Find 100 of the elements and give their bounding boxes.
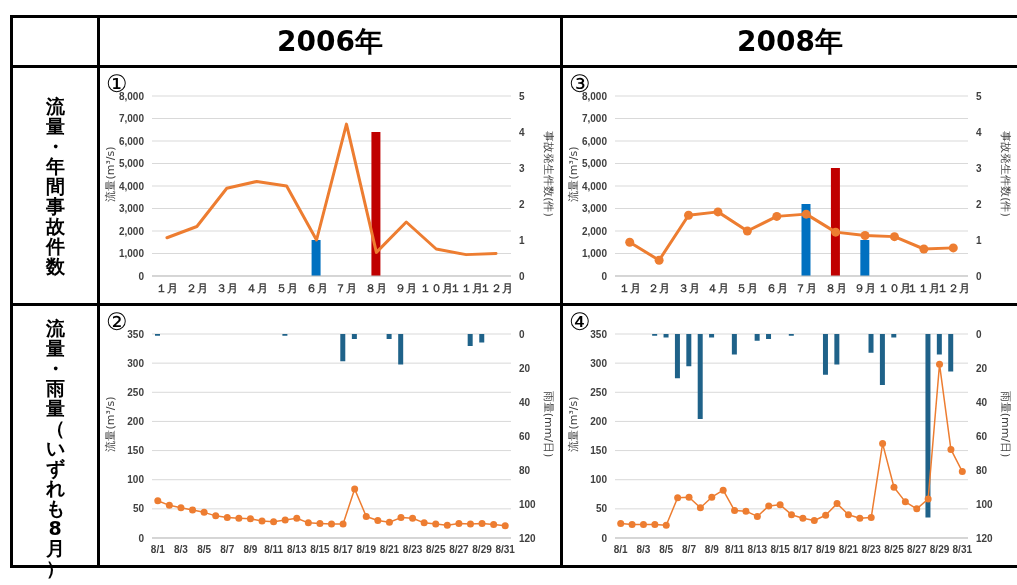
x-tick-label: 8/21 bbox=[379, 544, 400, 556]
bar bbox=[340, 334, 346, 362]
y2-tick-label: 80 bbox=[976, 464, 988, 476]
point bbox=[867, 514, 875, 522]
y2-axis-title: 雨量(mm/日) bbox=[997, 390, 1013, 458]
point bbox=[924, 495, 932, 503]
bar bbox=[467, 334, 473, 346]
x-tick-label: 8/5 bbox=[197, 544, 212, 556]
x-tick-label: ２月 bbox=[185, 281, 208, 294]
x-tick-label: ４月 bbox=[706, 281, 729, 294]
point bbox=[831, 227, 841, 237]
bar bbox=[860, 240, 870, 276]
point bbox=[776, 501, 784, 509]
y-axis-title: 流量(m³/s) bbox=[565, 146, 581, 202]
bar bbox=[879, 334, 885, 385]
point bbox=[189, 506, 197, 514]
x-tick-label: ９月 bbox=[395, 281, 418, 294]
x-tick-label: ２月 bbox=[648, 281, 671, 294]
y2-tick-label: 3 bbox=[976, 162, 982, 174]
x-tick-label: ５月 bbox=[275, 281, 298, 294]
x-tick-label: 8/29 bbox=[929, 544, 950, 556]
x-tick-label: ５月 bbox=[736, 281, 759, 294]
x-tick-label: 8/31 bbox=[952, 544, 973, 556]
x-tick-label: ４月 bbox=[245, 281, 268, 294]
bar bbox=[925, 334, 931, 518]
point bbox=[443, 521, 451, 529]
point bbox=[223, 514, 231, 522]
x-tick-label: １月 bbox=[155, 281, 178, 294]
y-tick-label: 7,000 bbox=[581, 113, 608, 125]
x-tick-label: ６月 bbox=[305, 281, 328, 294]
x-tick-label: 8/19 bbox=[356, 544, 377, 556]
point bbox=[772, 211, 782, 221]
y2-axis-title: 雨量(mm/日) bbox=[540, 390, 556, 458]
x-tick-label: 8/9 bbox=[243, 544, 258, 556]
bar bbox=[754, 334, 760, 341]
y2-tick-label: 1 bbox=[519, 234, 525, 246]
y2-tick-label: 100 bbox=[519, 498, 537, 510]
x-tick-label: 8/25 bbox=[425, 544, 446, 556]
x-tick-label: ６月 bbox=[765, 281, 788, 294]
y-tick-label: 250 bbox=[127, 386, 145, 398]
point bbox=[409, 514, 417, 522]
x-tick-label: １０月 bbox=[419, 281, 453, 294]
x-tick-label: 8/13 bbox=[747, 544, 768, 556]
y-tick-label: 3,000 bbox=[581, 203, 608, 215]
y-tick-label: 100 bbox=[127, 474, 145, 486]
y-tick-label: 0 bbox=[601, 270, 608, 282]
bar bbox=[948, 334, 954, 372]
point bbox=[713, 207, 723, 217]
x-tick-label: 8/3 bbox=[174, 544, 189, 556]
point bbox=[654, 255, 664, 265]
chart-subtitle: 2006年 bbox=[100, 18, 563, 68]
x-tick-label: 8/17 bbox=[793, 544, 814, 556]
y-tick-label: 1,000 bbox=[581, 248, 608, 260]
point bbox=[948, 243, 958, 253]
x-tick-label: 8/27 bbox=[449, 544, 470, 556]
y-tick-label: 1,000 bbox=[118, 248, 145, 260]
point bbox=[901, 498, 909, 506]
point bbox=[385, 518, 393, 526]
y-tick-label: 50 bbox=[595, 503, 608, 515]
x-tick-label: 8/31 bbox=[495, 544, 516, 556]
point bbox=[628, 521, 636, 529]
y2-tick-label: 20 bbox=[976, 362, 988, 374]
x-tick-label: 8/3 bbox=[636, 544, 651, 556]
x-tick-label: 8/1 bbox=[613, 544, 629, 556]
point bbox=[200, 508, 208, 516]
y2-tick-label: 5 bbox=[519, 90, 525, 102]
point bbox=[490, 521, 498, 529]
point bbox=[674, 494, 682, 502]
bar bbox=[697, 334, 703, 419]
x-tick-label: 8/25 bbox=[884, 544, 905, 556]
y-tick-label: 0 bbox=[138, 270, 145, 282]
point bbox=[742, 226, 752, 236]
y2-tick-label: 0 bbox=[976, 270, 982, 282]
point bbox=[879, 440, 887, 448]
y-tick-label: 200 bbox=[127, 415, 145, 427]
x-tick-label: 8/23 bbox=[402, 544, 423, 556]
x-tick-label: ３月 bbox=[677, 281, 700, 294]
bar bbox=[868, 334, 874, 353]
point bbox=[351, 485, 359, 493]
point bbox=[235, 514, 243, 522]
point bbox=[478, 519, 486, 527]
x-tick-label: 8/27 bbox=[907, 544, 927, 556]
point bbox=[856, 514, 864, 522]
y-axis-title: 流量(m³/s) bbox=[565, 396, 581, 452]
y-tick-label: 5,000 bbox=[581, 158, 608, 170]
point bbox=[374, 517, 382, 525]
chart-title: ② bbox=[106, 308, 128, 336]
bar bbox=[830, 168, 840, 276]
x-tick-label: 8/15 bbox=[770, 544, 791, 556]
point bbox=[420, 519, 428, 527]
x-tick-label: 8/5 bbox=[659, 544, 674, 556]
x-tick-label: 8/1 bbox=[150, 544, 166, 556]
y2-tick-label: 4 bbox=[519, 126, 525, 138]
point bbox=[501, 522, 509, 530]
chart-title: ④ bbox=[569, 308, 591, 336]
y-tick-label: 150 bbox=[127, 445, 145, 457]
point bbox=[270, 518, 278, 526]
y-tick-label: 0 bbox=[138, 532, 145, 544]
bar bbox=[936, 334, 942, 355]
point bbox=[662, 521, 670, 529]
